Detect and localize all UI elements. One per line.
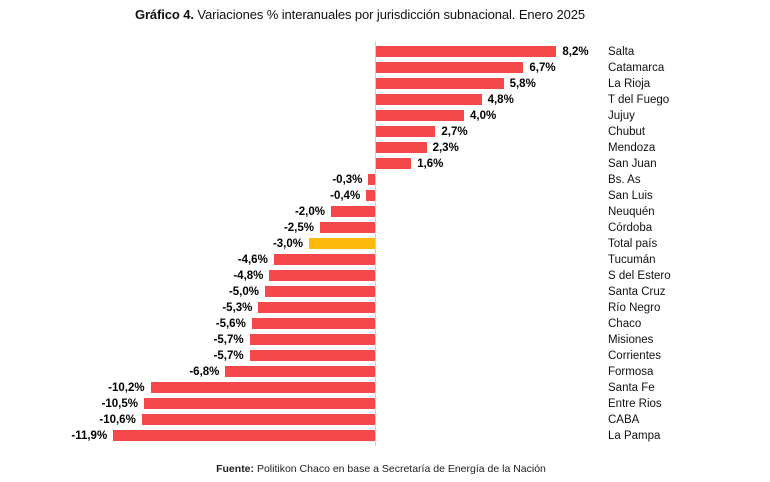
category-label: San Juan bbox=[608, 157, 657, 170]
category-label: Mendoza bbox=[608, 141, 656, 154]
category-label: Tucumán bbox=[608, 253, 656, 266]
category-label: Chaco bbox=[608, 317, 642, 330]
value-label: -5,3% bbox=[222, 301, 253, 314]
source-note: Fuente: Politikon Chaco en base a Secret… bbox=[0, 463, 762, 475]
value-label: 6,7% bbox=[529, 61, 556, 74]
bar bbox=[376, 126, 436, 137]
category-label: La Pampa bbox=[608, 429, 661, 442]
bar bbox=[113, 430, 375, 441]
bar bbox=[376, 158, 412, 169]
value-label: -10,6% bbox=[99, 413, 136, 426]
value-label: -5,0% bbox=[228, 285, 259, 298]
value-label: -5,6% bbox=[215, 317, 246, 330]
bar bbox=[265, 286, 375, 297]
bar bbox=[141, 414, 375, 425]
bar bbox=[331, 206, 375, 217]
value-label: -3,0% bbox=[272, 237, 303, 250]
category-label: Neuquén bbox=[608, 205, 655, 218]
value-label: -5,7% bbox=[213, 333, 244, 346]
bar bbox=[376, 62, 524, 73]
category-label: Río Negro bbox=[608, 301, 661, 314]
chart-title-prefix: Gráfico 4. bbox=[134, 7, 194, 22]
zero-axis-line bbox=[375, 41, 376, 446]
value-label: -0,3% bbox=[332, 173, 363, 186]
category-label: Misiones bbox=[608, 333, 654, 346]
category-label: S del Estero bbox=[608, 269, 671, 282]
category-label: CABA bbox=[608, 413, 640, 426]
bar bbox=[273, 254, 375, 265]
category-label: Santa Fe bbox=[608, 381, 655, 394]
bar bbox=[376, 46, 557, 57]
category-label: Formosa bbox=[608, 365, 654, 378]
bar bbox=[320, 222, 375, 233]
category-label: Jujuy bbox=[608, 109, 635, 122]
bar bbox=[376, 110, 464, 121]
chart-title: Gráfico 4. Variaciones % interanuales po… bbox=[0, 7, 720, 22]
bar bbox=[376, 142, 427, 153]
category-label: Bs. As bbox=[608, 173, 641, 186]
bar bbox=[309, 238, 375, 249]
chart-title-text: Variaciones % interanuales por jurisdicc… bbox=[197, 7, 586, 22]
category-label: T del Fuego bbox=[608, 93, 670, 106]
value-label: -4,6% bbox=[237, 253, 268, 266]
category-label: Chubut bbox=[608, 125, 646, 138]
value-label: -0,4% bbox=[330, 189, 361, 202]
value-label: 1,6% bbox=[417, 157, 444, 170]
bar bbox=[249, 350, 375, 361]
value-label: -6,8% bbox=[189, 365, 220, 378]
category-label: San Luis bbox=[608, 189, 653, 202]
category-label: Corrientes bbox=[608, 349, 662, 362]
value-label: -4,8% bbox=[233, 269, 264, 282]
bar bbox=[144, 398, 375, 409]
bar bbox=[368, 174, 375, 185]
value-label: 4,8% bbox=[487, 93, 514, 106]
category-label: La Rioja bbox=[608, 77, 651, 90]
value-label: 5,8% bbox=[509, 77, 536, 90]
bar bbox=[249, 334, 375, 345]
bar bbox=[269, 270, 375, 281]
bar bbox=[225, 366, 375, 377]
value-label: 4,0% bbox=[470, 109, 497, 122]
value-label: -2,0% bbox=[294, 205, 325, 218]
value-label: -10,2% bbox=[108, 381, 145, 394]
category-label: Entre Rios bbox=[608, 397, 662, 410]
bar bbox=[376, 94, 482, 105]
category-label: Total país bbox=[608, 237, 658, 250]
bar bbox=[258, 302, 375, 313]
bar bbox=[366, 190, 375, 201]
category-label: Salta bbox=[608, 45, 635, 58]
value-label: -2,5% bbox=[283, 221, 314, 234]
category-label: Córdoba bbox=[608, 221, 653, 234]
bar bbox=[376, 78, 504, 89]
category-label: Santa Cruz bbox=[608, 285, 666, 298]
value-label: -10,5% bbox=[101, 397, 138, 410]
source-text: Politikon Chaco en base a Secretaría de … bbox=[256, 463, 546, 475]
value-label: 8,2% bbox=[562, 45, 589, 58]
category-label: Catamarca bbox=[608, 61, 665, 74]
bar bbox=[251, 318, 375, 329]
value-label: 2,3% bbox=[432, 141, 459, 154]
value-label: 2,7% bbox=[441, 125, 468, 138]
source-prefix: Fuente: bbox=[216, 463, 255, 475]
value-label: -5,7% bbox=[213, 349, 244, 362]
value-label: -11,9% bbox=[71, 429, 108, 442]
bar bbox=[150, 382, 375, 393]
